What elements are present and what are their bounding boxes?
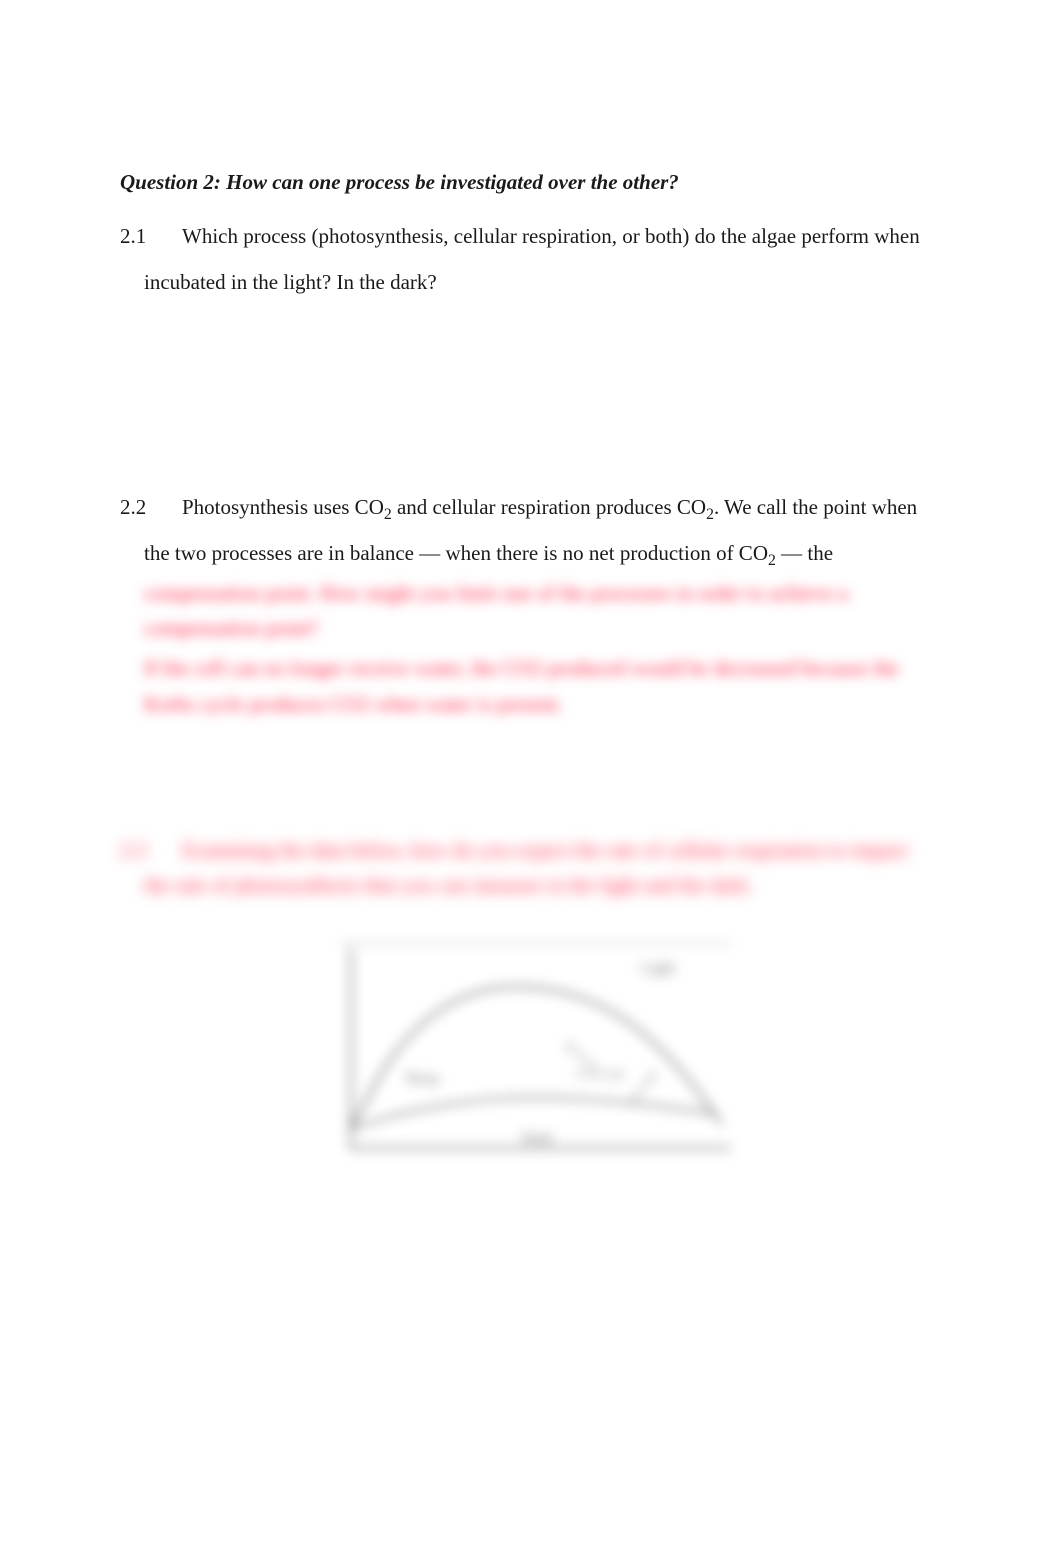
subquestion-number: 2.1 bbox=[120, 219, 154, 255]
subquestion-number: 2.2 bbox=[120, 490, 154, 526]
subquestion-text: Examining the data below, how do you exp… bbox=[182, 833, 908, 869]
blurred-red-line: compensation point. How might you limit … bbox=[144, 576, 942, 612]
subquestion-text-cont: the two processes are in balance — when … bbox=[144, 536, 942, 572]
blurred-subquestion-2-3: 2.3 Examining the data below, how do you… bbox=[120, 833, 942, 904]
svg-text:Dark: Dark bbox=[521, 1130, 553, 1147]
svg-text:Resp.: Resp. bbox=[406, 1070, 442, 1087]
blurred-answer-strip bbox=[182, 336, 542, 370]
subscript: 2 bbox=[768, 552, 776, 569]
subquestion-2-1: 2.1 Which process (photosynthesis, cellu… bbox=[120, 219, 942, 255]
svg-text:CO2 use: CO2 use bbox=[576, 1067, 625, 1082]
blurred-red-line: compensation point? bbox=[144, 611, 942, 647]
blurred-red-line: Krebs cycle produces CO2 when water is p… bbox=[144, 687, 942, 723]
subquestion-text: Which process (photosynthesis, cellular … bbox=[182, 224, 920, 248]
blurred-chart: Light Resp. CO2 use Dark bbox=[120, 918, 942, 1178]
chart-svg: Light Resp. CO2 use Dark bbox=[311, 918, 751, 1178]
blurred-red-line: If the cell can no longer receive water,… bbox=[144, 651, 942, 687]
text-fragment: — the bbox=[776, 541, 833, 565]
question-title: Question 2: How can one process be inves… bbox=[120, 170, 942, 195]
subscript: 2 bbox=[706, 507, 714, 524]
subquestion-number: 2.3 bbox=[120, 833, 154, 869]
subquestion-text: Photosynthesis uses CO bbox=[182, 495, 384, 519]
subquestion-2-2: 2.2 Photosynthesis uses CO2 and cellular… bbox=[120, 490, 942, 526]
subquestion-text: and cellular respiration produces CO bbox=[392, 495, 706, 519]
svg-text:Light: Light bbox=[641, 960, 676, 977]
subscript: 2 bbox=[384, 507, 392, 524]
text-fragment: the two processes are in balance — when … bbox=[144, 541, 768, 565]
subquestion-text: . We call the point when bbox=[714, 495, 917, 519]
subquestion-text-cont: incubated in the light? In the dark? bbox=[144, 265, 942, 301]
subquestion-text-cont: the rate of photosynthesis that you can … bbox=[144, 868, 942, 904]
